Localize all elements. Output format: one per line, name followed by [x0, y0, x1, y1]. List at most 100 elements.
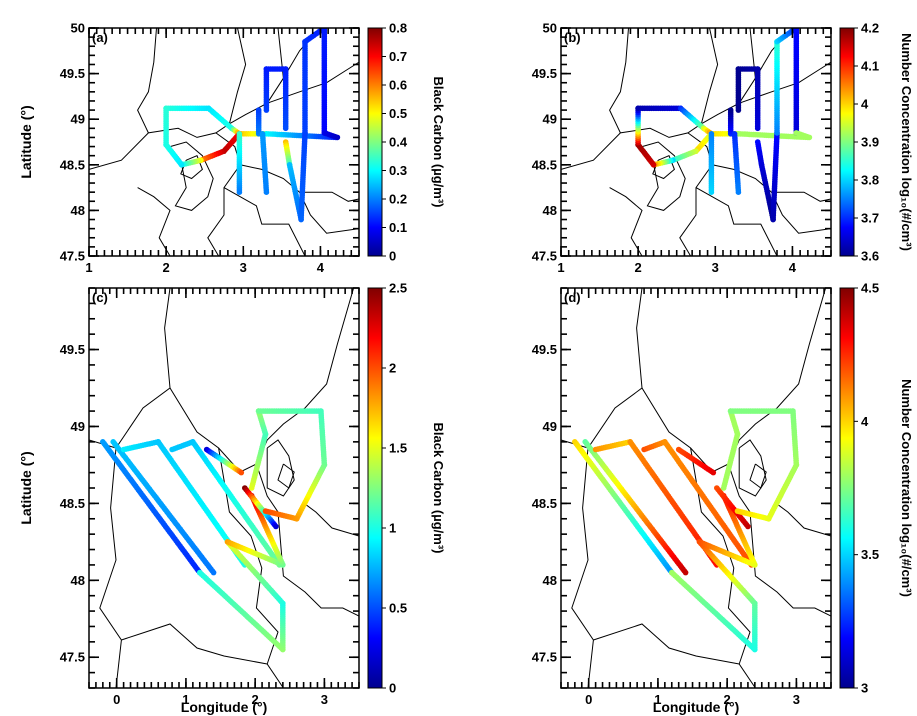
track-point	[236, 189, 243, 195]
y-tick-label: 47.5	[60, 249, 85, 264]
x-axis-label: Longitude (°)	[181, 699, 267, 715]
border-line	[695, 187, 778, 256]
x-tick-label: 2	[635, 260, 642, 275]
y-tick-label: 49	[543, 419, 557, 434]
colorbar	[367, 27, 383, 257]
colorbar-tick-label: 0	[389, 681, 396, 696]
y-tick-label: 48	[543, 573, 557, 588]
track-point	[163, 105, 169, 112]
panel-label: (c)	[92, 290, 108, 305]
colorbar-tick-label: 4.1	[861, 59, 879, 74]
panel-label: (b)	[564, 30, 581, 45]
border-line	[277, 511, 359, 617]
track-point	[710, 469, 717, 476]
panel-label: (d)	[564, 290, 581, 305]
border-line	[636, 288, 643, 389]
track-point	[682, 569, 689, 576]
border-line	[228, 28, 247, 124]
colorbar-tick-label: 4	[861, 97, 869, 112]
border-line	[89, 288, 355, 473]
y-tick-label: 48.5	[60, 157, 85, 172]
border-line	[169, 141, 214, 211]
border-line	[164, 288, 171, 389]
panel-0: 1 2 3 4 47.5 48 48.5 49 49.5 50 (a) Latitude (°) 0 0.…	[18, 21, 446, 276]
x-tick-label: 4	[317, 260, 325, 275]
colorbar-label: Number Concentration log₁₀(#/cm³)	[899, 33, 914, 251]
colorbar-tick-label: 0.4	[389, 135, 408, 150]
colorbar-tick-label: 2.5	[389, 281, 407, 296]
y-tick-label: 49.5	[532, 342, 557, 357]
x-tick-label: 1	[182, 692, 189, 707]
map-borders	[561, 28, 831, 256]
x-tick-label: 3	[321, 692, 328, 707]
colorbar-tick-label: 0.5	[389, 106, 407, 121]
y-axis-label: Latitude (°)	[18, 451, 34, 524]
border-line	[641, 141, 686, 211]
flight-track	[163, 28, 341, 223]
border-line	[137, 187, 171, 256]
track-point	[282, 125, 289, 132]
colorbar-tick-label: 0.7	[389, 49, 407, 64]
border-line	[223, 187, 306, 256]
colorbar-tick-label: 0	[389, 249, 396, 264]
panel-1: 1 2 3 4 47.5 48 48.5 49 49.5 50 (b) 3.6 3.7 3.8 3.9 4 4.…	[532, 21, 914, 276]
track-point	[273, 523, 279, 530]
y-tick-label: 48.5	[532, 496, 557, 511]
colorbar-tick-label: 3.7	[861, 211, 879, 226]
colorbar-tick-label: 0.2	[389, 192, 407, 207]
track-point	[727, 107, 734, 113]
track-point	[734, 508, 741, 514]
x-tick-label: 2	[724, 692, 731, 707]
x-tick-label: 2	[163, 260, 170, 275]
colorbar-tick-label: 3.9	[861, 135, 879, 150]
border-line	[609, 28, 629, 134]
track-point	[635, 105, 641, 112]
x-tick-label: 3	[240, 260, 247, 275]
border-line	[771, 191, 831, 234]
border-line	[749, 463, 767, 489]
y-tick-label: 48	[543, 203, 557, 218]
colorbar-tick-label: 3	[861, 681, 868, 696]
border-line	[89, 32, 317, 170]
colorbar	[367, 287, 383, 689]
border-line	[593, 623, 740, 665]
x-tick-label: 1	[557, 260, 564, 275]
colorbar-tick-label: 1	[389, 521, 396, 536]
minor-ticks	[560, 27, 832, 257]
border-line	[561, 32, 789, 170]
y-tick-label: 49.5	[60, 342, 85, 357]
colorbar-tick-label: 0.8	[389, 21, 407, 36]
x-axis-label: Longitude (°)	[653, 699, 739, 715]
track-point	[263, 189, 270, 195]
track-point	[745, 523, 751, 530]
track-point	[262, 508, 269, 514]
x-tick-label: 4	[789, 260, 797, 275]
colorbar-tick-label: 4	[861, 414, 869, 429]
border-line	[700, 28, 719, 124]
border-line	[652, 155, 675, 180]
x-tick-label: 3	[793, 692, 800, 707]
panel-3: 0 1 2 3 47.5 48 48.5 49 49.5 (d) Longitude (°) 3 3.5…	[532, 281, 914, 716]
border-line	[137, 28, 157, 134]
colorbar-label: Black Carbon (µg/m³)	[431, 422, 446, 553]
flight-track	[635, 28, 813, 223]
x-tick-label: 1	[85, 260, 92, 275]
colorbar-tick-label: 0.1	[389, 220, 407, 235]
border-line	[277, 463, 295, 489]
panel-label: (a)	[92, 30, 108, 45]
y-tick-label: 48.5	[532, 157, 557, 172]
x-tick-label: 2	[252, 692, 259, 707]
track-point	[754, 125, 761, 132]
y-axis-label: Latitude (°)	[18, 105, 34, 178]
minor-ticks	[88, 27, 360, 257]
plot-frame	[88, 27, 360, 257]
border-line	[609, 187, 643, 256]
x-tick-label: 0	[113, 692, 120, 707]
track-point	[255, 107, 262, 113]
colorbar-label: Black Carbon (µg/m³)	[431, 76, 446, 207]
flight-track	[572, 408, 800, 653]
y-tick-label: 50	[71, 21, 85, 36]
y-tick-label: 48.5	[60, 496, 85, 511]
colorbar-tick-label: 0.6	[389, 78, 407, 93]
